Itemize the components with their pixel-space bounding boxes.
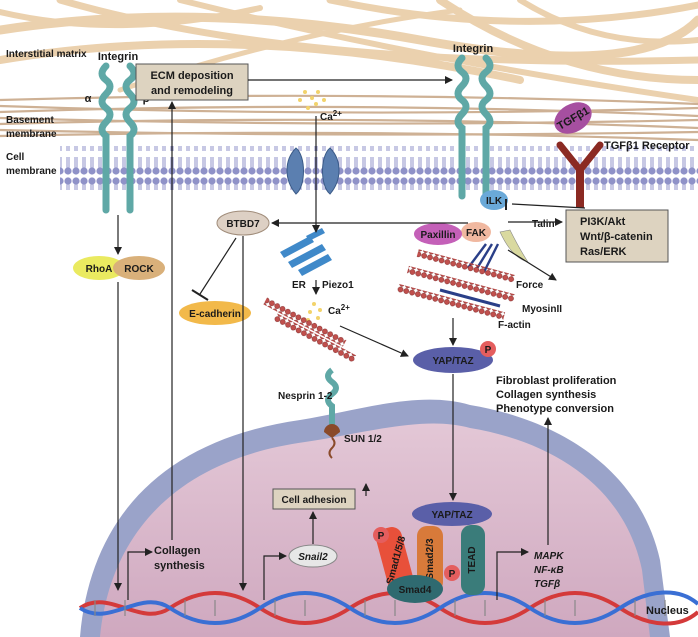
paxillin-label: Paxillin — [420, 230, 455, 241]
snail2-label: Snail2 — [298, 552, 328, 563]
svg-text:P: P — [449, 569, 456, 580]
svg-text:P: P — [485, 345, 492, 356]
target-nfkb: NF-κB — [534, 565, 564, 576]
svg-text:Cell adhesion: Cell adhesion — [281, 495, 346, 506]
svg-text:ECM deposition: ECM deposition — [150, 70, 233, 82]
phospho-icon — [480, 341, 496, 357]
cell-adhesion-box: Cell adhesion — [272, 488, 356, 510]
piezo1-label: Piezo1 — [322, 280, 354, 291]
svg-text:Ras/ERK: Ras/ERK — [580, 246, 627, 258]
collagen-synthesis-line2: synthesis — [154, 560, 205, 572]
talin-label: Talin — [532, 219, 555, 230]
fak-label: FAK — [466, 228, 487, 239]
svg-text:and remodeling: and remodeling — [151, 85, 233, 97]
ecadherin-label: E-cadherin — [189, 309, 241, 320]
dna-helix — [78, 590, 698, 626]
ilk-node — [480, 190, 508, 210]
outcome-fibroblast: Fibroblast proliferation — [496, 375, 617, 387]
ion-channel — [286, 147, 340, 195]
fak-node — [461, 222, 491, 242]
svg-text:Smad4: Smad4 — [399, 585, 432, 596]
ilk-label: ILK — [486, 196, 503, 207]
sun-protein — [324, 424, 340, 438]
yap-taz-cyto-label: YAP/TAZ — [432, 356, 473, 367]
rhoa-node — [73, 256, 125, 280]
yap-taz-cytoplasm — [413, 347, 493, 373]
calcium-label-mid: Ca2+ — [328, 303, 350, 317]
target-tgfb: TGFβ — [534, 579, 560, 590]
btbd7-label: BTBD7 — [226, 219, 260, 230]
svg-text:Integrin: Integrin — [98, 51, 139, 63]
calcium-dots-top — [298, 90, 326, 110]
paxillin-node — [414, 223, 462, 245]
smad23: Smad2/3 P — [417, 526, 460, 592]
yap-taz-nucleus — [412, 502, 492, 526]
svg-text:Wnt/β-catenin: Wnt/β-catenin — [580, 231, 653, 243]
snail2-node — [288, 544, 338, 568]
actin-filament-right — [396, 249, 516, 321]
nesprin-label: Nesprin 1-2 — [278, 391, 333, 402]
tgfb1-receptor: TGFβ1 TGFβ1 Receptor — [554, 102, 690, 208]
interstitial-matrix-fibers — [0, 0, 698, 103]
target-mapk: MAPK — [534, 551, 564, 562]
integrin-left: Integrin α β — [85, 51, 150, 214]
label-cell-membrane: Cell membrane — [6, 152, 57, 177]
outcome-phenotype: Phenotype conversion — [496, 403, 614, 415]
svg-text:α: α — [85, 93, 92, 105]
actin-filament-left — [263, 297, 357, 363]
label-basement-membrane: Basement membrane — [6, 115, 57, 140]
er-icon — [280, 228, 332, 276]
rock-label: ROCK — [124, 264, 154, 275]
force-label: Force — [516, 280, 544, 291]
yap-taz-nuc-label: YAP/TAZ — [431, 510, 472, 521]
cell-membrane — [60, 146, 698, 190]
arrows — [114, 76, 586, 600]
label-interstitial-matrix: Interstitial matrix — [6, 49, 87, 60]
rhoa-label: RhoA — [86, 264, 113, 275]
collagen-synthesis-line1: Collagen — [154, 545, 201, 557]
ecm-box: ECM deposition and remodeling — [135, 63, 249, 101]
svg-text:Smad2/3: Smad2/3 — [425, 538, 436, 580]
svg-text:TEAD: TEAD — [467, 546, 478, 573]
integrin-right: Integrin — [453, 43, 494, 200]
calcium-dots-mid — [306, 302, 322, 322]
svg-text:Integrin: Integrin — [453, 43, 494, 55]
pathways-box: PI3K/Akt Wnt/β-catenin Ras/ERK — [565, 209, 669, 263]
svg-text:TGFβ1 Receptor: TGFβ1 Receptor — [604, 140, 690, 152]
outcome-collagen: Collagen synthesis — [496, 389, 596, 401]
sun-label: SUN 1/2 — [344, 434, 382, 445]
svg-text:PI3K/Akt: PI3K/Akt — [580, 216, 626, 228]
talin-shape — [499, 229, 529, 263]
label-nucleus: Nucleus — [646, 605, 689, 617]
tead: TEAD — [461, 525, 485, 595]
myosin-label: MyosinII — [522, 304, 562, 315]
er-label: ER — [292, 280, 307, 291]
svg-text:P: P — [378, 531, 385, 542]
nesprin — [325, 367, 339, 426]
factin-label: F-actin — [498, 320, 531, 331]
smad4: Smad4 — [387, 575, 443, 603]
rock-node — [113, 256, 165, 280]
ecadherin-node — [179, 301, 251, 325]
btbd7-node — [216, 210, 270, 236]
